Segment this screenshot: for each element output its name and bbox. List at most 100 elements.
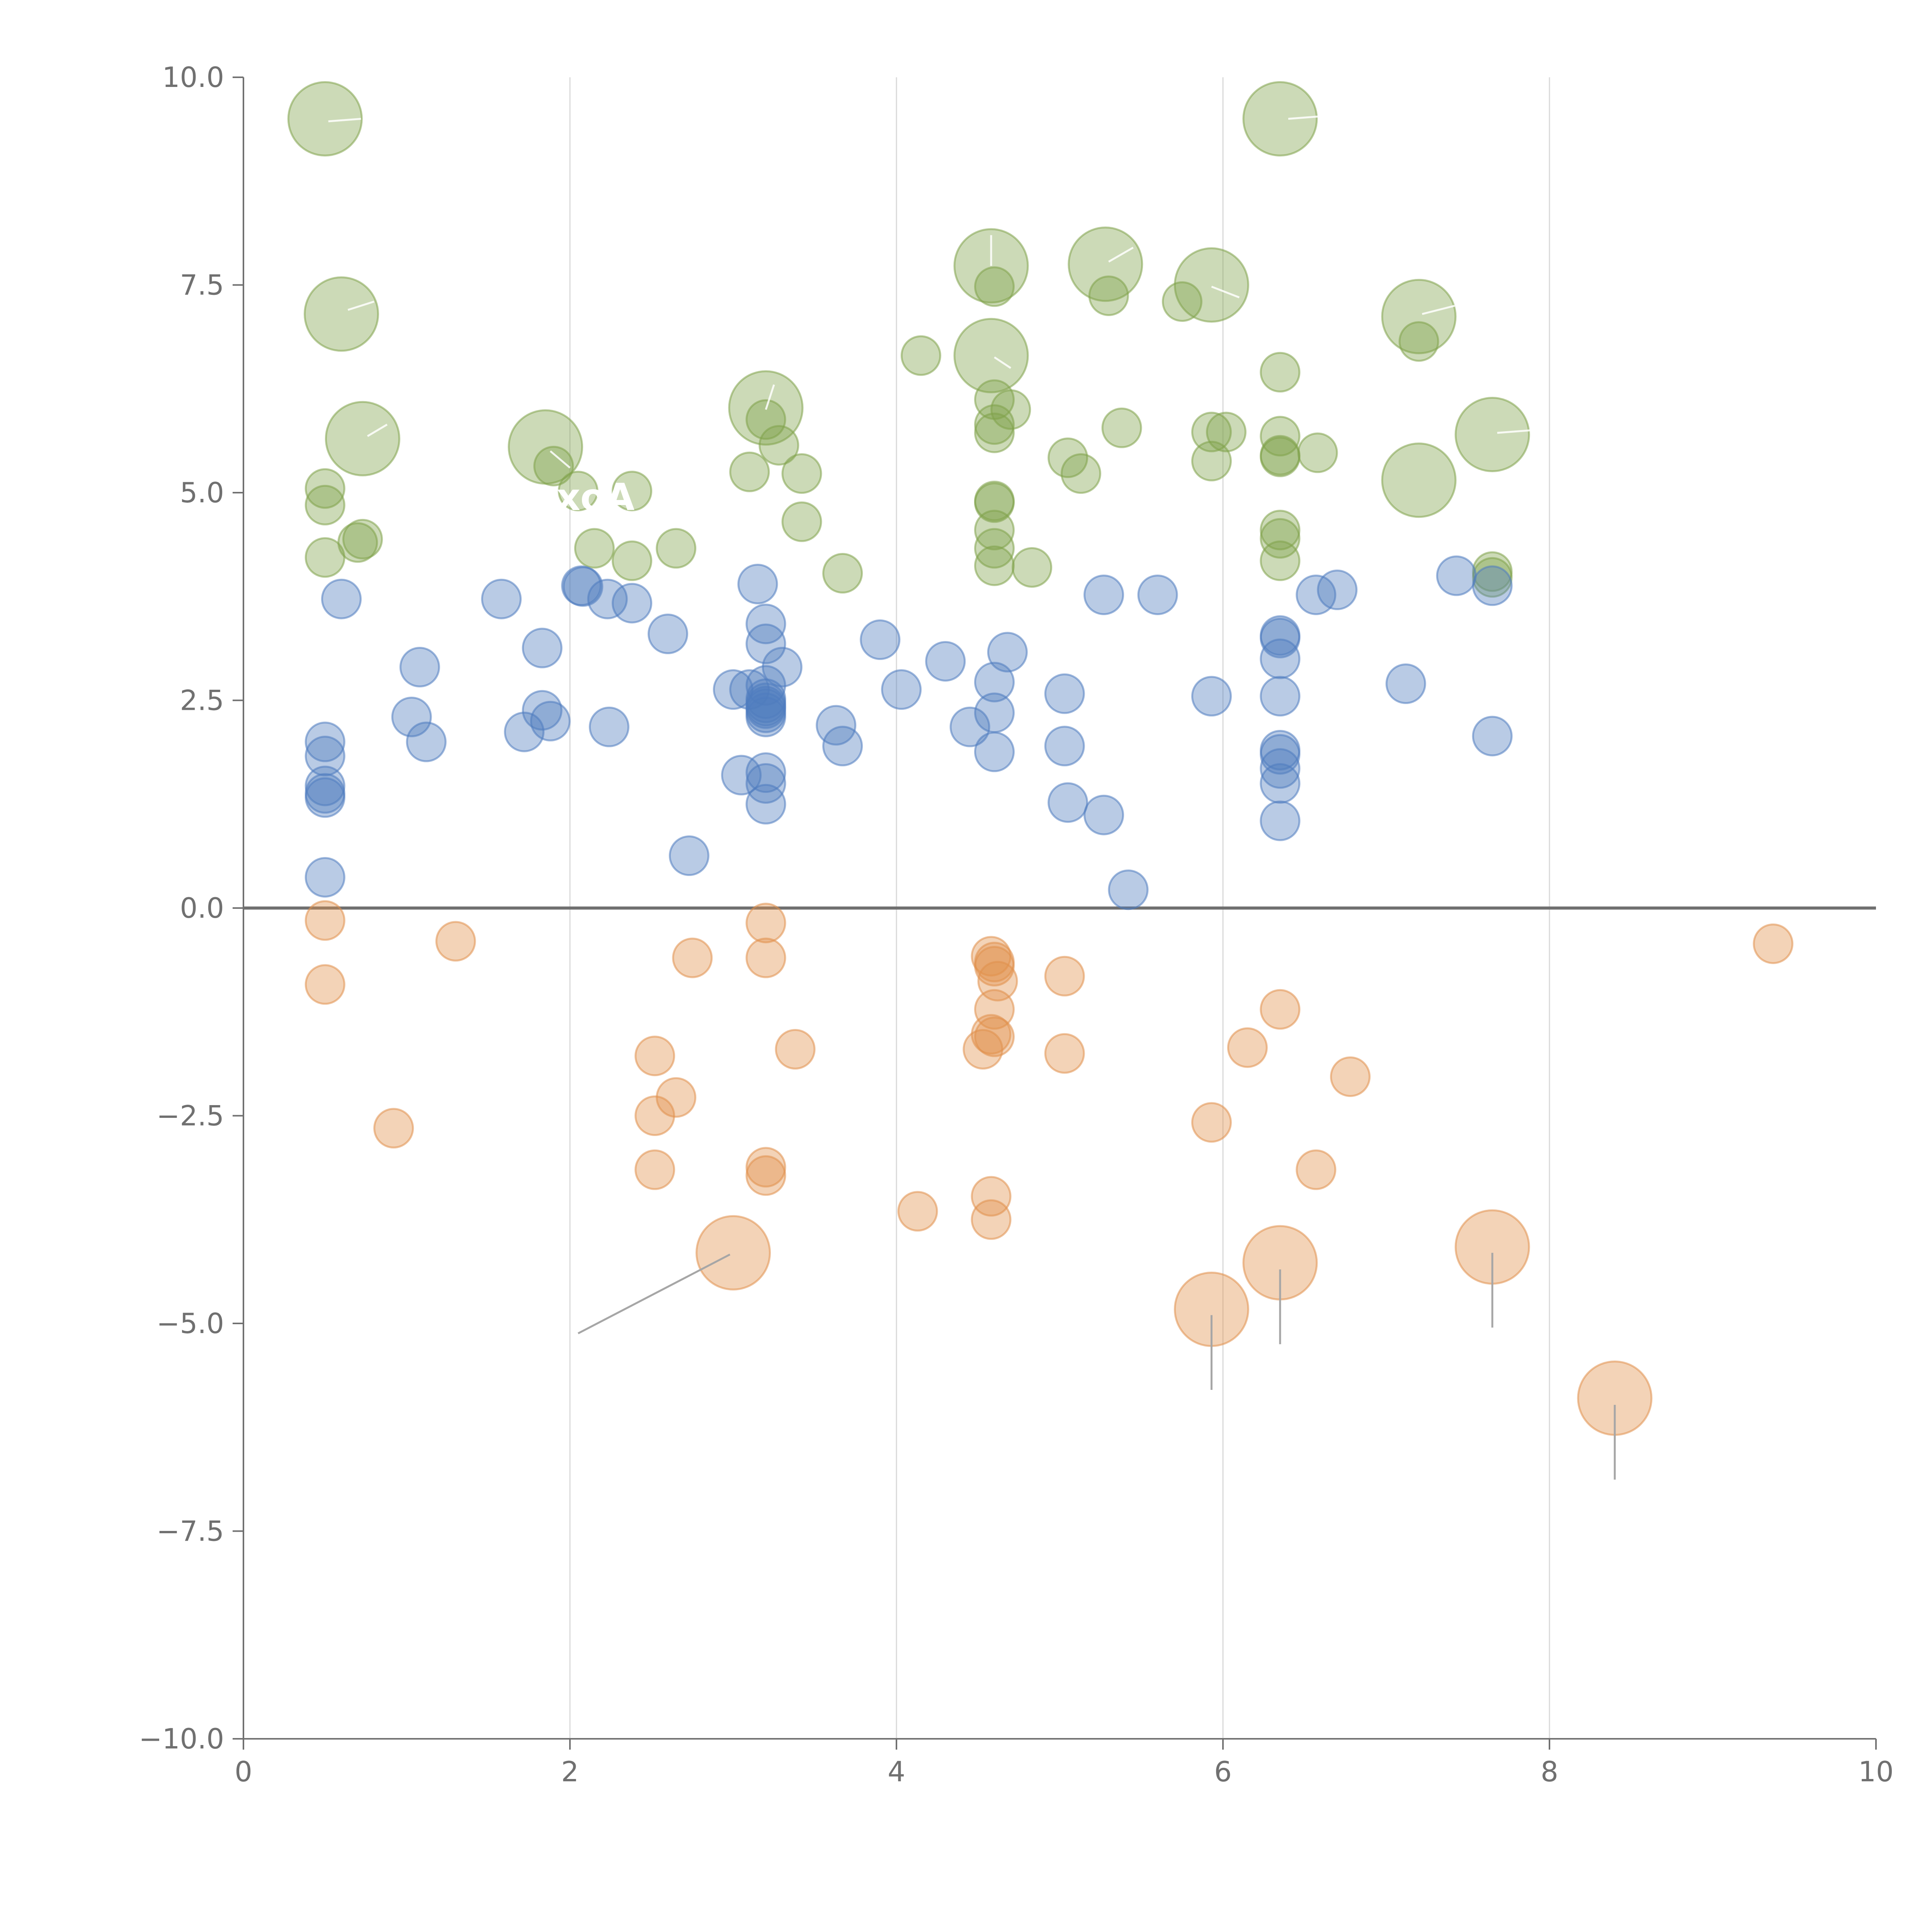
x-tick-label: 2 (561, 1755, 579, 1788)
scatter-point (900, 335, 941, 376)
scatter-point (925, 641, 966, 682)
scatter-point (781, 501, 822, 542)
scatter-point (522, 628, 563, 668)
scatter-point (1191, 676, 1232, 717)
scatter-point (745, 752, 786, 793)
scatter-point (342, 519, 383, 560)
scatter-point (737, 564, 778, 604)
scatter-point (1260, 352, 1301, 393)
scatter-point (435, 921, 476, 962)
scatter-point (1297, 432, 1338, 473)
scatter-point (1454, 397, 1530, 472)
data-points (287, 81, 1794, 1436)
scatter-point (612, 471, 653, 512)
scatter-point (745, 903, 786, 944)
scatter-point (974, 528, 1015, 569)
scatter-point (781, 453, 822, 494)
leader-line (347, 301, 374, 311)
scatter-point (822, 553, 863, 594)
scatter-point (1436, 555, 1477, 596)
scatter-point (287, 81, 363, 156)
scatter-point (304, 964, 345, 1005)
leader-line (1422, 304, 1455, 315)
scatter-point (971, 1199, 1012, 1240)
scatter-point (481, 578, 522, 619)
x-tick-label: 8 (1541, 1755, 1558, 1788)
scatter-point (745, 697, 786, 737)
scatter-point (1083, 794, 1124, 835)
scatter-point (1472, 716, 1513, 757)
scatter-point (1753, 923, 1794, 964)
scatter-point (522, 690, 563, 731)
scatter-point (1088, 275, 1129, 316)
scatter-point (304, 736, 345, 777)
tick-labels: 10.0 7.5 5.0 2.5 0.0 −2.5 −5.0 −7.5 −10.0 0 2 4 6 8 10 (139, 61, 1893, 1788)
scatter-point (745, 784, 786, 825)
scatter-point (1083, 574, 1124, 615)
scatter-point (574, 528, 615, 569)
leader-line (994, 356, 1012, 369)
scatter-point (648, 614, 688, 654)
scatter-point (974, 412, 1015, 453)
scatter-point (745, 623, 786, 664)
leader-line (765, 384, 775, 410)
scatter-point (1381, 442, 1457, 518)
leader-lines (328, 115, 1616, 1480)
scatter-point (391, 697, 432, 737)
scatter-point (1101, 407, 1142, 448)
scatter-point (304, 900, 345, 941)
axes (233, 77, 1877, 1750)
scatter-point (1191, 412, 1232, 452)
scatter-point (1260, 800, 1301, 841)
y-tick-label: −2.5 (156, 1100, 224, 1132)
y-tick-label: −5.0 (156, 1307, 224, 1340)
scatter-point (1260, 734, 1301, 775)
scatter-point (656, 528, 697, 569)
scatter-point (304, 468, 345, 509)
scatter-point (1296, 1149, 1337, 1190)
scatter-point (860, 619, 901, 660)
scatter-point (759, 425, 799, 466)
y-tick-label: 2.5 (180, 684, 224, 717)
scatter-point (1472, 565, 1513, 606)
scatter-point (612, 583, 653, 624)
scatter-point (974, 692, 1015, 733)
scatter-point (563, 566, 604, 607)
scatter-point (745, 399, 786, 440)
scatter-point (974, 1016, 1015, 1057)
scatter-point (745, 763, 786, 804)
scatter-point (1242, 81, 1318, 156)
x-tick-label: 10 (1858, 1755, 1894, 1788)
scatter-point (1191, 1102, 1232, 1143)
scatter-point (656, 1077, 697, 1118)
scatter-point (1317, 570, 1358, 611)
scatter-point (1191, 440, 1232, 481)
scatter-point (881, 669, 922, 710)
y-tick-label: 5.0 (180, 476, 224, 509)
scatter-point (1048, 782, 1088, 823)
scatter-point (1472, 557, 1513, 598)
scatter-point (634, 1036, 675, 1077)
scatter-point (672, 937, 713, 978)
y-tick-label: 10.0 (162, 61, 224, 94)
scatter-point (668, 835, 709, 876)
leader-line (1108, 247, 1134, 263)
y-tick-label: 7.5 (180, 269, 224, 301)
scatter-point (1398, 321, 1439, 362)
scatter-point (634, 1149, 675, 1190)
scatter-point (974, 946, 1015, 986)
scatter-point (1108, 869, 1149, 910)
scatter-point (974, 510, 1015, 551)
scatter-point (949, 706, 990, 747)
scatter-point (533, 446, 574, 486)
scatter-point (1260, 676, 1301, 717)
scatter-point (1260, 617, 1301, 658)
scatter-point (1162, 281, 1202, 322)
scatter-point (304, 485, 345, 526)
scatter-point (304, 276, 379, 352)
scatter-point (1044, 726, 1085, 767)
scatter-point (504, 711, 545, 752)
x-tick-label: 0 (235, 1755, 252, 1788)
leader-line (367, 423, 388, 437)
